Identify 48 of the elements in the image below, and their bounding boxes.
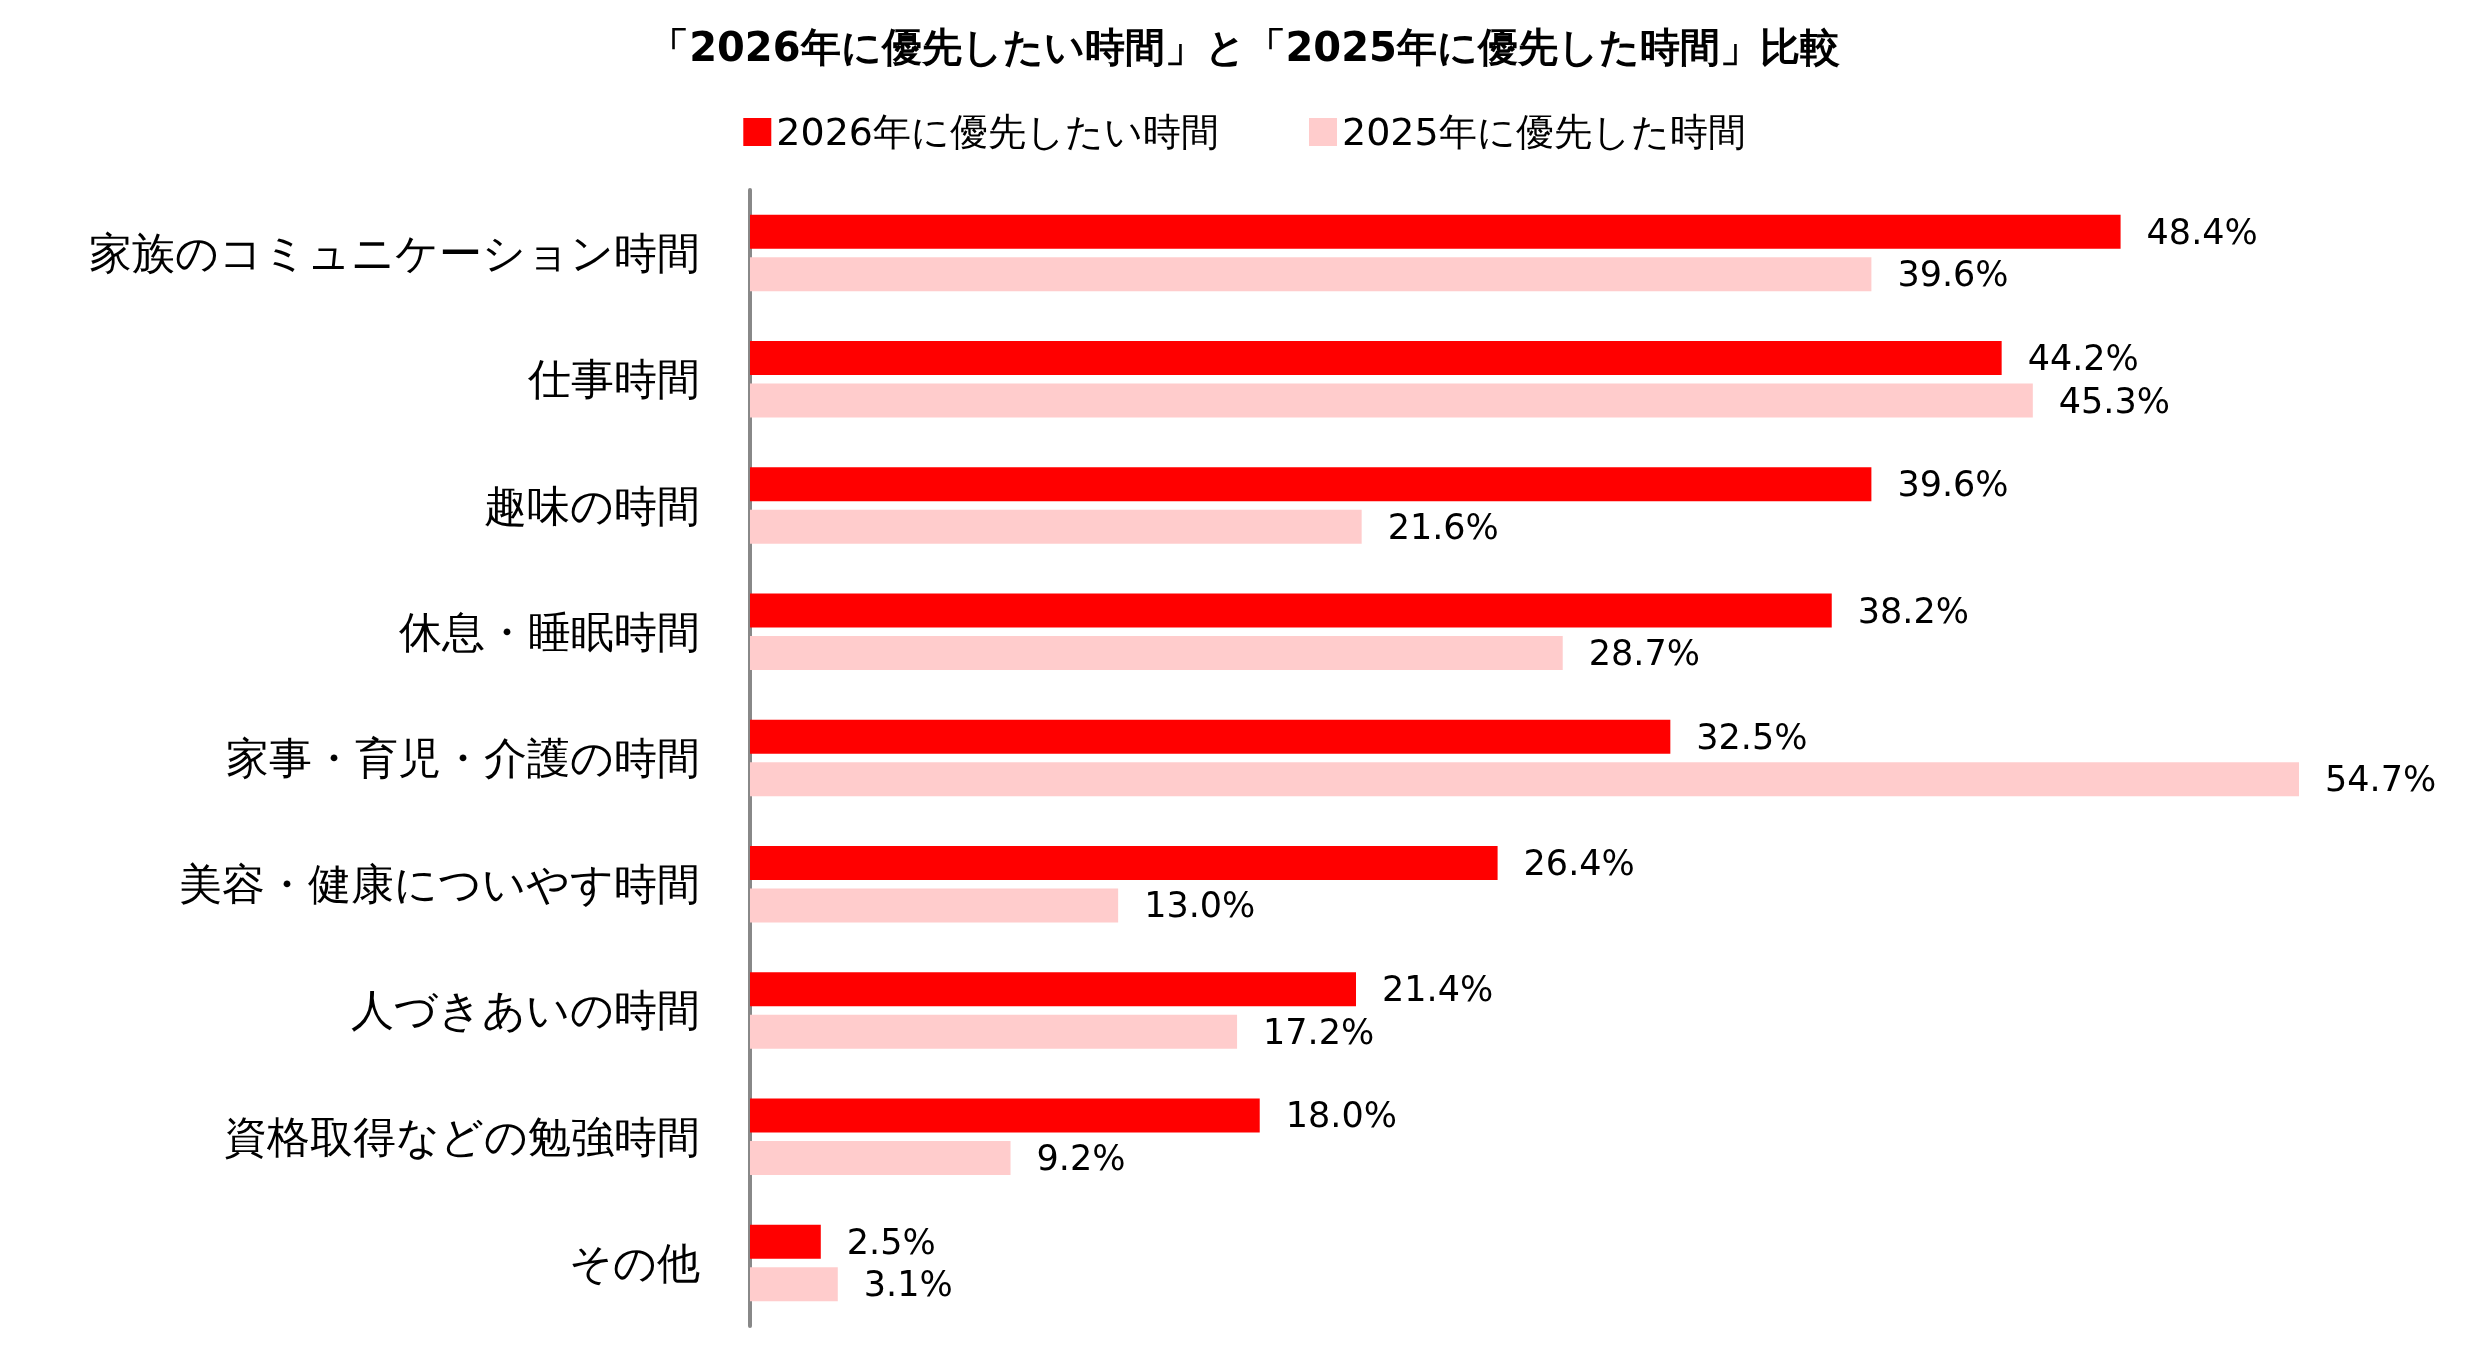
data-label: 13.0% — [1144, 885, 1256, 926]
bar — [750, 593, 1832, 628]
data-label: 45.3% — [2058, 380, 2170, 421]
data-label: 18.0% — [1285, 1095, 1397, 1136]
bar — [750, 509, 1362, 544]
y-tick-label: 人づきあいの時間 — [351, 985, 700, 1036]
data-label: 39.6% — [1897, 254, 2009, 295]
bar — [750, 845, 1498, 880]
data-label: 44.2% — [2027, 338, 2139, 379]
bar — [750, 1098, 1260, 1133]
bar — [750, 888, 1119, 923]
bar — [750, 1267, 838, 1302]
data-label: 32.5% — [1696, 716, 1808, 757]
data-label: 9.2% — [1036, 1137, 1126, 1178]
data-label: 39.6% — [1897, 464, 2009, 505]
data-label: 26.4% — [1523, 842, 1635, 883]
y-tick-label: 家族のコミュニケーション時間 — [89, 228, 700, 279]
y-tick-label: 趣味の時間 — [484, 480, 700, 531]
y-tick-label: 資格取得などの勉強時間 — [224, 1111, 700, 1162]
legend-label: 2025年に優先した時間 — [1342, 110, 1746, 154]
bar — [750, 341, 2002, 376]
y-tick-label: その他 — [569, 1237, 700, 1288]
bar — [750, 257, 1872, 292]
bar — [750, 762, 2299, 797]
legend-label: 2026年に優先したい時間 — [776, 110, 1220, 154]
data-label: 21.4% — [1382, 969, 1494, 1010]
bar — [750, 1224, 821, 1259]
bar — [750, 636, 1563, 671]
data-label: 54.7% — [2325, 759, 2437, 800]
bar — [750, 719, 1671, 754]
data-label: 17.2% — [1263, 1011, 1375, 1052]
bar — [750, 972, 1357, 1007]
y-tick-label: 仕事時間 — [527, 354, 700, 405]
chart-title: 「2026年に優先したい時間」と「2025年に優先した時間」比較 — [649, 24, 1840, 70]
data-label: 38.2% — [1857, 590, 1969, 631]
data-label: 2.5% — [846, 1221, 936, 1262]
bar — [750, 1014, 1238, 1049]
data-label: 48.4% — [2146, 211, 2258, 252]
data-label: 21.6% — [1387, 506, 1499, 547]
y-tick-label: 休息・睡眠時間 — [399, 606, 700, 657]
data-label: 28.7% — [1588, 633, 1700, 674]
bar — [750, 383, 2033, 418]
bar — [750, 1140, 1011, 1175]
y-tick-label: 美容・健康についやす時間 — [179, 859, 700, 910]
data-label: 3.1% — [863, 1264, 953, 1305]
bar — [750, 214, 2121, 249]
bar — [750, 467, 1872, 502]
y-tick-label: 家事・育児・介護の時間 — [226, 733, 700, 783]
